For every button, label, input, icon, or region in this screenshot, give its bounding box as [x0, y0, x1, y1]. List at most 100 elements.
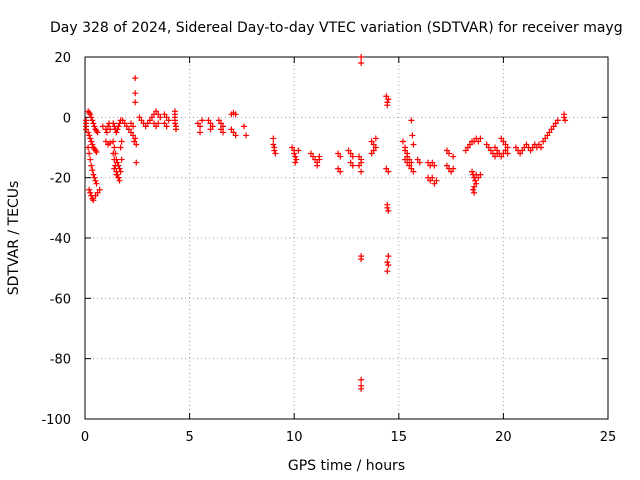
data-point	[293, 156, 300, 163]
y-tick-label: -40	[50, 232, 71, 247]
data-point	[335, 165, 342, 172]
data-point	[358, 159, 365, 166]
data-point	[119, 117, 126, 124]
data-point	[385, 168, 392, 175]
data-point	[477, 171, 484, 178]
data-point	[462, 147, 469, 154]
data-point	[370, 141, 377, 148]
data-point	[475, 174, 482, 181]
data-point	[270, 141, 277, 148]
data-point	[161, 111, 168, 118]
data-point	[130, 132, 137, 139]
data-point	[368, 150, 375, 157]
data-point	[433, 177, 440, 184]
data-point	[448, 168, 455, 175]
data-point	[87, 189, 94, 196]
data-point	[356, 153, 363, 160]
data-point	[232, 132, 239, 139]
data-point	[471, 189, 478, 196]
data-point	[107, 139, 114, 146]
data-point	[399, 138, 406, 145]
data-point	[502, 141, 509, 148]
data-point	[535, 141, 542, 148]
data-point	[228, 126, 235, 133]
data-point	[240, 123, 247, 130]
data-point	[217, 126, 224, 133]
data-point	[406, 156, 413, 163]
data-point	[131, 138, 138, 145]
data-point	[114, 159, 121, 166]
data-point	[128, 129, 135, 136]
data-point	[91, 123, 98, 130]
data-point	[232, 111, 239, 118]
data-point	[132, 75, 139, 82]
data-point	[117, 144, 124, 151]
y-tick-label: 0	[63, 111, 71, 126]
data-point	[356, 162, 363, 169]
data-point	[121, 120, 128, 127]
data-point	[92, 177, 99, 184]
data-point	[165, 117, 172, 124]
data-point	[89, 167, 96, 174]
data-point	[215, 117, 222, 124]
data-point	[94, 129, 101, 136]
data-point	[384, 201, 391, 208]
data-point	[93, 180, 100, 187]
data-point	[114, 126, 121, 133]
data-point	[116, 120, 123, 127]
data-point	[111, 156, 118, 163]
data-point	[470, 186, 477, 193]
data-point	[443, 162, 450, 169]
data-point	[85, 129, 92, 136]
x-axis-ticks: 0 5 10 15 20 25	[81, 57, 616, 445]
data-point	[402, 147, 409, 154]
data-point	[408, 159, 415, 166]
data-point	[358, 60, 365, 67]
data-point	[90, 197, 97, 204]
data-point	[512, 144, 519, 151]
data-point	[492, 144, 499, 151]
data-point	[527, 147, 534, 154]
data-point	[307, 150, 314, 157]
data-point	[110, 138, 117, 145]
y-tick-label: -100	[41, 413, 71, 428]
data-point	[146, 117, 153, 124]
data-point	[358, 376, 365, 383]
x-axis-label: GPS time / hours	[288, 458, 405, 474]
data-point	[136, 114, 143, 121]
data-point	[107, 126, 114, 133]
x-tick-label: 5	[185, 430, 193, 445]
data-point	[102, 138, 109, 145]
data-point	[197, 129, 204, 136]
data-point	[133, 141, 140, 148]
data-point	[504, 150, 511, 157]
data-point	[550, 123, 557, 130]
y-tick-label: -20	[50, 172, 71, 187]
data-point	[384, 268, 391, 275]
data-point	[117, 168, 124, 175]
data-point	[87, 135, 94, 142]
x-tick-label: 25	[600, 430, 617, 445]
data-point	[358, 385, 365, 392]
data-point	[385, 96, 392, 103]
y-tick-label: 20	[54, 51, 71, 66]
data-point	[540, 138, 547, 145]
data-point	[87, 156, 94, 163]
data-point	[93, 149, 100, 156]
data-point	[111, 144, 118, 151]
y-tick-label: -80	[50, 353, 71, 368]
data-point	[99, 123, 106, 130]
data-point	[562, 117, 569, 124]
data-point	[316, 153, 323, 160]
data-point	[450, 165, 457, 172]
data-point	[220, 123, 227, 130]
data-point	[410, 141, 417, 148]
data-point	[132, 99, 139, 106]
data-point	[410, 168, 417, 175]
data-point	[230, 129, 237, 136]
data-point	[349, 153, 356, 160]
data-point	[110, 120, 117, 127]
data-point	[523, 141, 530, 148]
data-point	[372, 144, 379, 151]
data-point	[91, 174, 98, 181]
